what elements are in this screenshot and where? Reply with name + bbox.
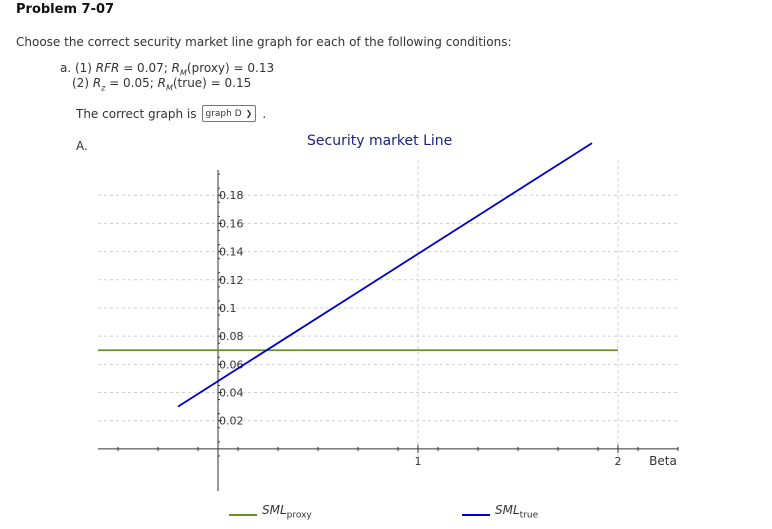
y-tick-label: 0.1	[219, 302, 237, 315]
chevron-down-icon: ❯	[245, 109, 253, 118]
problem-title: Problem 7-07	[16, 2, 115, 17]
condition-1: a. (1) RFR = 0.07; RM(proxy) = 0.13	[60, 61, 275, 78]
sml-true-line	[177, 142, 593, 408]
condition-2: (2) Rz = 0.05; RM(true) = 0.15	[72, 76, 252, 93]
instructions-text: Choose the correct security market line …	[16, 35, 512, 49]
x-tick-label: 2	[615, 455, 622, 468]
legend-label-true: SMLtrue	[495, 503, 539, 521]
y-tick-label: 0.14	[219, 246, 244, 259]
graph-option-label: A.	[76, 139, 88, 153]
x-tick-label: 1	[415, 455, 422, 468]
answer-period: .	[262, 106, 267, 121]
answer-row: The correct graph is graph D ❯ .	[76, 105, 266, 122]
y-tick-label: 0.02	[219, 415, 244, 428]
y-tick-label: 0.12	[219, 274, 244, 287]
y-tick-label: 0.16	[219, 217, 244, 230]
y-tick-label: 0.06	[219, 358, 244, 371]
y-tick-label: 0.04	[219, 387, 244, 400]
chart-title: Security market Line	[307, 133, 453, 149]
legend-label-proxy: SMLproxy	[262, 503, 312, 521]
y-tick-label: 0.18	[219, 189, 244, 202]
graph-select-value: graph D	[205, 108, 242, 119]
y-tick-label: 0.08	[219, 330, 244, 343]
answer-label: The correct graph is	[76, 106, 197, 121]
x-axis-label: Beta	[649, 454, 677, 468]
graph-select-dropdown[interactable]: graph D ❯	[201, 105, 257, 122]
